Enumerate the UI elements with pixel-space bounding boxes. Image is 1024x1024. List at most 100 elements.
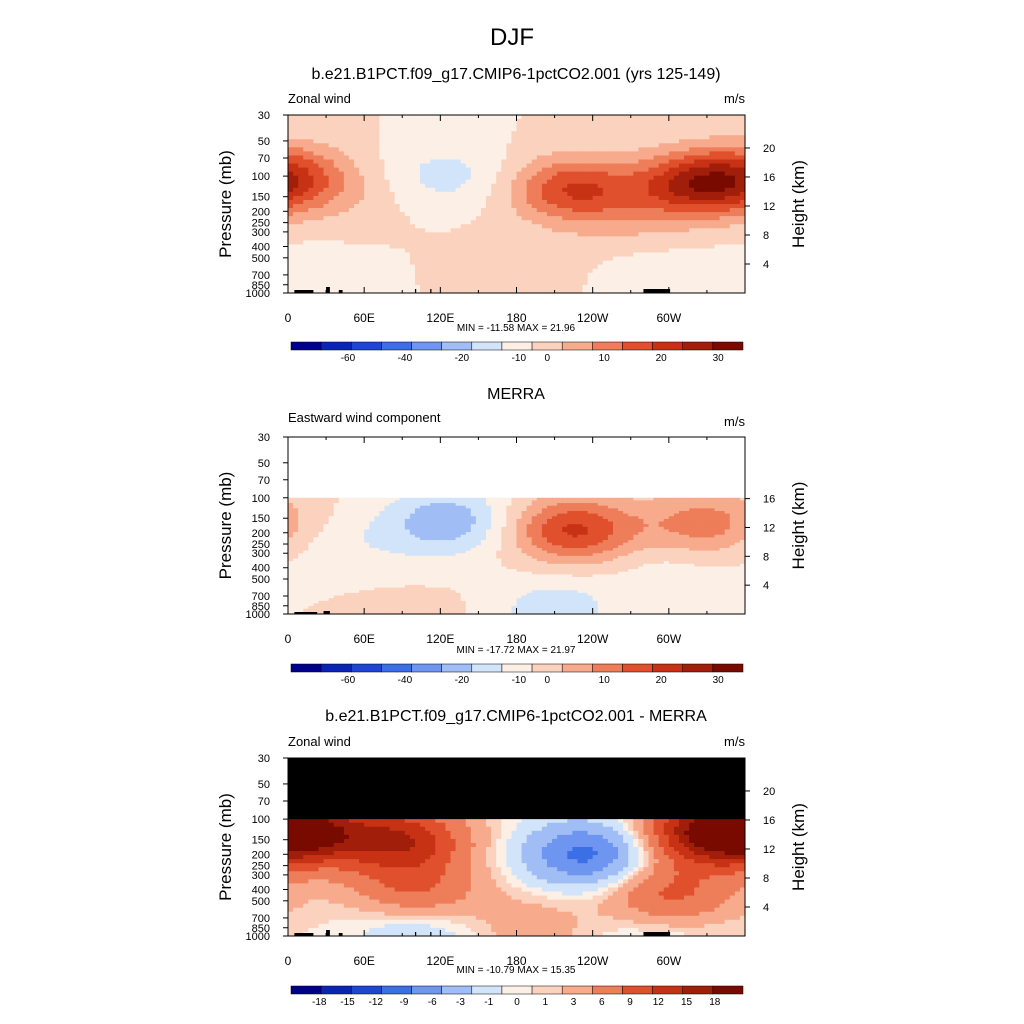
field-cell (536, 159, 543, 165)
field-cell (333, 151, 340, 157)
field-cell (313, 171, 320, 177)
field-cell (394, 505, 401, 509)
field-cell (359, 228, 365, 233)
field-cell (546, 127, 553, 132)
field-cell (348, 280, 355, 286)
field-cell (577, 151, 584, 157)
field-cell (389, 155, 396, 161)
field-cell (404, 521, 411, 525)
field-cell (313, 244, 320, 250)
field-cell (668, 159, 675, 165)
field-cell (288, 503, 294, 507)
field-cell (638, 236, 645, 242)
field-cell (318, 513, 325, 517)
field-cell (673, 288, 680, 293)
field-cell (399, 500, 406, 504)
field-cell (394, 139, 401, 144)
field-cell (369, 521, 375, 525)
colorbar-swatch (652, 341, 683, 351)
field-cell (491, 212, 497, 217)
field-cell (734, 224, 741, 229)
field-cell (587, 232, 594, 237)
field-cell (313, 518, 320, 523)
field-cell (628, 131, 634, 136)
field-cell (369, 216, 375, 221)
field-cell (394, 175, 401, 181)
field-cell (689, 228, 695, 233)
field-cell (587, 127, 594, 132)
field-cell (678, 224, 685, 229)
field-cell (359, 500, 365, 504)
field-cell (359, 191, 365, 197)
field-cell (480, 187, 487, 193)
field-cell (684, 228, 690, 233)
field-cell (673, 204, 680, 209)
field-cell (714, 212, 721, 217)
field-cell (338, 216, 345, 221)
field-cell (643, 216, 650, 221)
field-cell (364, 127, 370, 132)
field-cell (425, 510, 431, 515)
field-cell (496, 256, 502, 262)
field-cell (384, 147, 391, 153)
field-cell (288, 143, 294, 148)
field-cell (425, 159, 431, 165)
field-cell (293, 187, 299, 193)
field-cell (501, 260, 507, 266)
field-cell (465, 139, 472, 144)
field-cell (501, 516, 507, 520)
field-cell (460, 252, 467, 258)
field-cell (562, 256, 568, 262)
field-cell (552, 510, 558, 515)
field-cell (694, 159, 700, 165)
field-cell (486, 175, 492, 181)
field-cell (592, 224, 599, 229)
field-cell (364, 524, 370, 528)
field-cell (623, 220, 629, 225)
field-cell (668, 220, 675, 225)
field-cell (465, 179, 472, 185)
field-cell (663, 508, 670, 512)
field-cell (668, 268, 675, 274)
field-cell (348, 524, 355, 528)
field-cell (460, 516, 467, 520)
field-cell (562, 123, 568, 128)
field-cell (288, 115, 294, 120)
field-cell (704, 244, 711, 250)
field-cell (557, 167, 563, 173)
field-cell (516, 199, 523, 205)
field-cell (704, 204, 711, 209)
field-cell (633, 183, 639, 189)
field-cell (699, 236, 705, 242)
field-cell (394, 220, 401, 225)
field-cell (333, 135, 340, 140)
field-cell (348, 505, 355, 509)
field-cell (734, 127, 741, 132)
field-cell (328, 187, 335, 193)
field-cell (496, 521, 502, 525)
field-cell (409, 256, 416, 262)
field-cell (541, 127, 548, 132)
field-cell (480, 131, 487, 136)
field-cell (338, 513, 345, 517)
field-cell (506, 151, 513, 157)
field-cell (607, 143, 614, 148)
field-cell (612, 272, 619, 278)
field-cell (404, 288, 411, 293)
field-cell (420, 135, 426, 140)
field-cell (582, 143, 589, 148)
field-cell (404, 127, 411, 132)
field-cell (364, 147, 370, 153)
field-cell (592, 510, 599, 515)
field-cell (653, 513, 660, 517)
field-cell (440, 224, 447, 229)
field-cell (506, 220, 513, 225)
field-cell (369, 204, 375, 209)
field-cell (618, 518, 624, 523)
field-cell (409, 232, 416, 237)
panel-stats: MIN = -11.58 MAX = 21.96 (457, 323, 576, 334)
field-cell (323, 131, 330, 136)
field-cell (354, 175, 360, 181)
field-cell (607, 175, 614, 181)
field-cell (673, 119, 680, 124)
